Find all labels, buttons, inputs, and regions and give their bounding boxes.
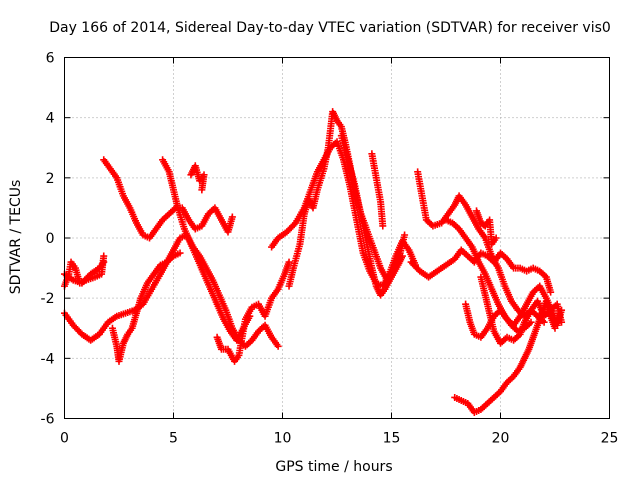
plus-marker xyxy=(100,252,108,260)
y-tick-label: 4 xyxy=(46,111,55,127)
y-tick-label: -4 xyxy=(41,351,55,367)
axis-ticks: 0 5 10 15 20 25 -6 -4 -2 0 2 4 6 xyxy=(41,51,619,447)
y-tick-label: 2 xyxy=(46,171,55,187)
series-trace-k xyxy=(337,132,406,299)
plus-marker xyxy=(198,186,206,194)
y-tick-label: 0 xyxy=(46,231,55,247)
series-trace-h xyxy=(213,258,293,365)
series-trace-f xyxy=(187,162,208,194)
series-trace-s xyxy=(451,297,559,416)
series-trace-l xyxy=(368,150,387,230)
data-markers xyxy=(61,108,566,416)
plot-frame xyxy=(64,57,610,419)
y-axis-label: SDTVAR / TECUs xyxy=(8,180,24,295)
plus-marker xyxy=(558,318,566,326)
x-tick-label: 0 xyxy=(60,431,69,447)
x-tick-label: 5 xyxy=(169,431,178,447)
plus-marker xyxy=(551,324,559,332)
plus-marker xyxy=(285,258,293,266)
y-tick-label: -2 xyxy=(41,291,55,307)
plus-marker xyxy=(398,252,406,260)
series-trace-d xyxy=(100,156,236,242)
plus-marker xyxy=(228,213,236,221)
plus-marker xyxy=(540,318,548,326)
plus-marker xyxy=(547,288,555,296)
x-tick-label: 25 xyxy=(601,431,619,447)
plus-marker xyxy=(274,342,282,350)
y-tick-label: -6 xyxy=(41,412,55,428)
series-trace-c xyxy=(61,252,108,290)
plus-marker xyxy=(176,249,184,257)
series-trace-j xyxy=(285,108,409,290)
x-tick-label: 20 xyxy=(492,431,510,447)
plus-marker xyxy=(527,318,535,326)
series-trace-b xyxy=(61,249,184,344)
series-trace-r xyxy=(473,207,500,248)
chart-title: Day 166 of 2014, Sidereal Day-to-day VTE… xyxy=(49,20,611,36)
plus-marker xyxy=(492,234,500,242)
plus-marker xyxy=(401,231,409,239)
series-trace-g xyxy=(108,231,282,365)
plus-marker xyxy=(290,220,298,228)
x-axis-label: GPS time / hours xyxy=(275,459,392,475)
x-tick-label: 15 xyxy=(383,431,401,447)
x-tick-label: 10 xyxy=(274,431,292,447)
plus-marker xyxy=(379,222,387,230)
y-tick-label: 6 xyxy=(46,51,55,67)
